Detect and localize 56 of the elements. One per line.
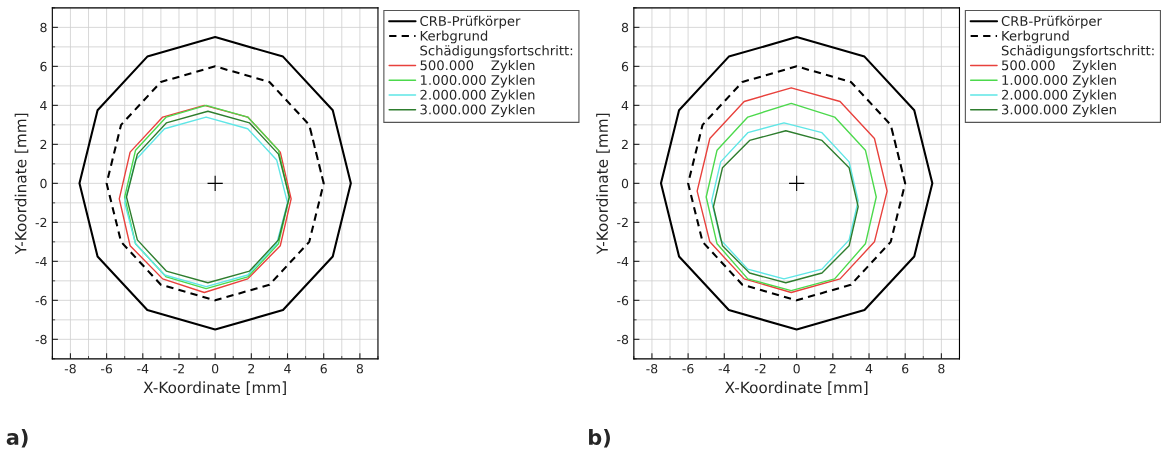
legend-label: CRB-Prüfkörper [1001, 15, 1102, 29]
y-tick-label: 4 [621, 100, 629, 111]
text: b) [589, 428, 610, 448]
x-tick-label: 4 [865, 364, 873, 374]
x-tick-label: 2 [248, 363, 255, 374]
x-tick-label: -6 [100, 363, 113, 374]
y-tick-label: -6 [35, 295, 47, 306]
legend-label: 3.000.000 Zyklen [1002, 104, 1116, 118]
legend-title: Schädigungsfortschritt: [1001, 45, 1154, 59]
legend-label: 2.000.000 Zyklen [420, 89, 535, 103]
y-tick-label: 2 [40, 139, 47, 150]
x-tick-label: 8 [356, 363, 363, 374]
y-tick-label: -4 [617, 256, 629, 267]
legend-label: 500.000 Zyklen [1002, 60, 1116, 73]
x-tick-label: 2 [829, 363, 836, 374]
y-tick-label: -4 [35, 256, 47, 267]
x-tick-label: -2 [754, 363, 766, 374]
legend-label: 2.000.000 Zyklen [1001, 89, 1116, 103]
legend-label: 500.000 Zyklen [420, 60, 535, 73]
x-tick-label: -4 [137, 364, 149, 374]
legend-label: CRB-Prüfkörper [420, 15, 521, 29]
text: a) [6, 428, 28, 448]
legend-label: 1.000.000 Zyklen [420, 74, 535, 88]
x-tick-label: -8 [64, 363, 76, 374]
x-tick-label: -4 [718, 364, 730, 374]
legend-label: 1.000.000 Zyklen [1002, 74, 1116, 88]
y-axis-title: Y-Koordinate [mm] [14, 113, 29, 255]
x-tick-label: 0 [793, 363, 800, 374]
y-tick-label: 6 [621, 61, 629, 72]
x-axis-title: X-Koordinate [mm] [725, 381, 868, 395]
legend-label: 3.000.000 Zyklen [420, 104, 535, 118]
x-tick-label: 6 [320, 363, 327, 374]
y-axis-title: Y-Koordinate [mm] [596, 113, 610, 255]
x-axis-title: X-Koordinate [mm] [143, 381, 286, 395]
x-tick-label: -8 [646, 363, 658, 374]
x-tick-label: -2 [173, 363, 184, 374]
y-tick-label: 2 [621, 139, 628, 150]
y-tick-label: -2 [35, 217, 47, 228]
legend-label: Kerbgrund [420, 30, 488, 44]
y-tick-label: -2 [617, 217, 628, 228]
y-tick-label: 8 [621, 22, 629, 33]
legend-label: Kerbgrund [1002, 30, 1069, 44]
x-tick-label: -6 [682, 363, 694, 374]
y-tick-label: 4 [40, 100, 47, 111]
y-tick-label: -8 [617, 334, 629, 345]
y-tick-label: 6 [40, 61, 47, 72]
x-tick-label: 0 [212, 363, 219, 374]
y-tick-label: 8 [40, 22, 47, 33]
x-tick-label: 8 [938, 363, 945, 374]
y-tick-label: -8 [35, 334, 47, 345]
y-tick-label: -6 [617, 295, 629, 306]
y-tick-label: 0 [621, 178, 629, 189]
y-tick-label: 0 [40, 178, 47, 189]
x-tick-label: 6 [902, 363, 909, 374]
legend-title: Schädigungsfortschritt: [420, 45, 573, 59]
x-tick-label: 4 [284, 364, 291, 374]
